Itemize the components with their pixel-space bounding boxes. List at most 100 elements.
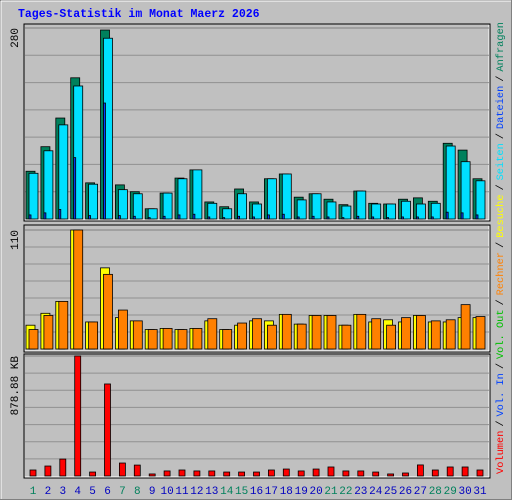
bar (460, 212, 464, 220)
x-tick-label: 10 (160, 486, 173, 498)
bar (132, 193, 143, 220)
legend-separator: / (495, 420, 507, 426)
legend-entry: Besuche (495, 194, 507, 237)
bar (312, 468, 320, 477)
legend: Volumen / Vol. In / Vol. Out / Rechner / Besuche… (495, 22, 507, 474)
x-tick-label: 5 (89, 486, 96, 498)
bar (281, 313, 292, 350)
bar (237, 322, 248, 350)
bar (222, 208, 233, 220)
x-tick-label: 14 (220, 486, 234, 498)
x-tick-label: 8 (134, 486, 141, 498)
bar (415, 216, 419, 220)
bar (177, 214, 181, 220)
bar (88, 321, 98, 350)
bar (58, 209, 62, 220)
x-tick-label: 16 (250, 486, 263, 498)
bar (326, 315, 337, 350)
bar (281, 213, 285, 220)
bar (147, 217, 151, 220)
bar (132, 320, 143, 350)
bar (162, 328, 173, 350)
x-tick-label: 3 (59, 486, 66, 498)
bar (415, 315, 426, 350)
bar (356, 215, 360, 220)
bar (88, 215, 91, 220)
x-tick-label: 29 (444, 486, 457, 498)
bar (119, 462, 126, 477)
x-tick-label: 25 (384, 486, 397, 498)
legend-separator: / (495, 299, 507, 305)
bar (207, 216, 211, 220)
bar (356, 190, 367, 220)
bar (162, 215, 166, 220)
bar (430, 320, 441, 350)
y-tick-label: 878.88 KB (10, 356, 22, 416)
legend-entry: Anfragen (495, 22, 507, 72)
legend-separator: / (495, 133, 507, 139)
bar (266, 324, 277, 350)
bar (415, 203, 426, 220)
bar (237, 193, 248, 220)
bar (192, 169, 203, 220)
bar (371, 318, 382, 350)
bar (177, 329, 188, 350)
bar (401, 216, 404, 220)
legend-entry: Vol. In (495, 373, 507, 416)
bar (252, 203, 262, 220)
bar (44, 465, 52, 477)
bar (401, 200, 411, 220)
legend-separator: / (495, 363, 507, 369)
bar (296, 216, 300, 220)
bar (267, 469, 275, 477)
bar (73, 157, 77, 220)
bar (222, 329, 233, 350)
bar (357, 470, 365, 477)
bar (372, 471, 380, 477)
bar (73, 85, 84, 220)
bar (446, 466, 454, 477)
bar (28, 329, 39, 350)
bar (192, 213, 196, 220)
x-tick-label: 19 (295, 486, 308, 498)
bar (222, 217, 226, 220)
bar (341, 217, 345, 220)
x-tick-label: 30 (458, 486, 471, 498)
x-tick-label: 20 (309, 486, 322, 498)
bar (43, 315, 54, 350)
bar (238, 471, 246, 477)
bar (118, 189, 128, 220)
legend-entry: Seiten (495, 143, 507, 180)
bar (163, 470, 171, 477)
x-tick-label: 31 (473, 486, 487, 498)
bar (416, 464, 424, 477)
bar (253, 471, 260, 477)
bar (252, 216, 255, 220)
x-tick-label: 21 (324, 486, 338, 498)
x-tick-label: 7 (119, 486, 126, 498)
bar (43, 212, 47, 220)
bar (103, 102, 106, 220)
bar (386, 203, 397, 220)
bar (118, 309, 128, 350)
bar (296, 323, 307, 350)
bar (162, 192, 173, 220)
bar (29, 469, 37, 477)
bar (356, 313, 367, 350)
x-tick-label: 26 (399, 486, 412, 498)
x-tick-label: 11 (175, 486, 189, 498)
bar (133, 464, 141, 477)
bar (178, 469, 186, 477)
x-tick-label: 23 (354, 486, 367, 498)
bar (74, 355, 82, 477)
legend-entry: Rechner (495, 252, 507, 295)
bar (192, 328, 203, 350)
x-tick-label: 12 (190, 486, 203, 498)
bar (386, 217, 390, 220)
bar (104, 383, 111, 477)
bar (431, 469, 439, 477)
bar (28, 172, 39, 220)
bar (342, 470, 350, 477)
bar (266, 214, 270, 220)
